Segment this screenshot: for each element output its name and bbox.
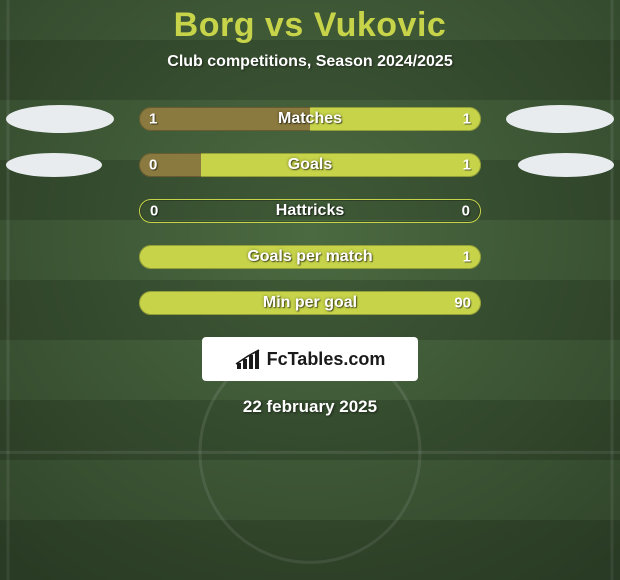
logo-box: FcTables.com (202, 337, 418, 381)
stat-rows: Matches 1 1 Goals 0 1 Hattricks 0 0 Goals per mat… (0, 107, 620, 315)
profile-ellipse-left (6, 105, 114, 133)
profile-ellipse-left (6, 153, 102, 177)
content-root: Borg vs Vukovic Club competitions, Seaso… (0, 0, 620, 580)
stat-bar: Hattricks 0 0 (139, 199, 481, 223)
stat-label: Hattricks (276, 202, 344, 220)
stat-label: Goals per match (247, 248, 372, 266)
stat-value-left: 1 (149, 111, 157, 128)
stat-row: Hattricks 0 0 (0, 199, 620, 223)
subtitle: Club competitions, Season 2024/2025 (0, 53, 620, 71)
stat-row: Goals per match 1 (0, 245, 620, 269)
stat-value-right: 1 (463, 111, 471, 128)
stat-bar: Goals per match 1 (139, 245, 481, 269)
stat-row: Min per goal 90 (0, 291, 620, 315)
stat-value-right: 0 (462, 203, 470, 220)
stat-bar-right-seg (201, 153, 481, 177)
stat-row: Goals 0 1 (0, 153, 620, 177)
stat-label: Goals (288, 156, 332, 174)
stat-bar: Matches 1 1 (139, 107, 481, 131)
stat-bar: Min per goal 90 (139, 291, 481, 315)
stat-value-right: 90 (454, 295, 471, 312)
stat-value-right: 1 (463, 157, 471, 174)
profile-ellipse-right (518, 153, 614, 177)
logo-text: FcTables.com (267, 349, 386, 370)
stat-label: Min per goal (263, 294, 357, 312)
stat-value-right: 1 (463, 249, 471, 266)
stat-row: Matches 1 1 (0, 107, 620, 131)
stat-label: Matches (278, 110, 342, 128)
barchart-icon (235, 349, 261, 369)
stat-bar: Goals 0 1 (139, 153, 481, 177)
profile-ellipse-right (506, 105, 614, 133)
page-title: Borg vs Vukovic (0, 0, 620, 45)
stat-value-left: 0 (150, 203, 158, 220)
stat-value-left: 0 (149, 157, 157, 174)
date-text: 22 february 2025 (0, 397, 620, 417)
